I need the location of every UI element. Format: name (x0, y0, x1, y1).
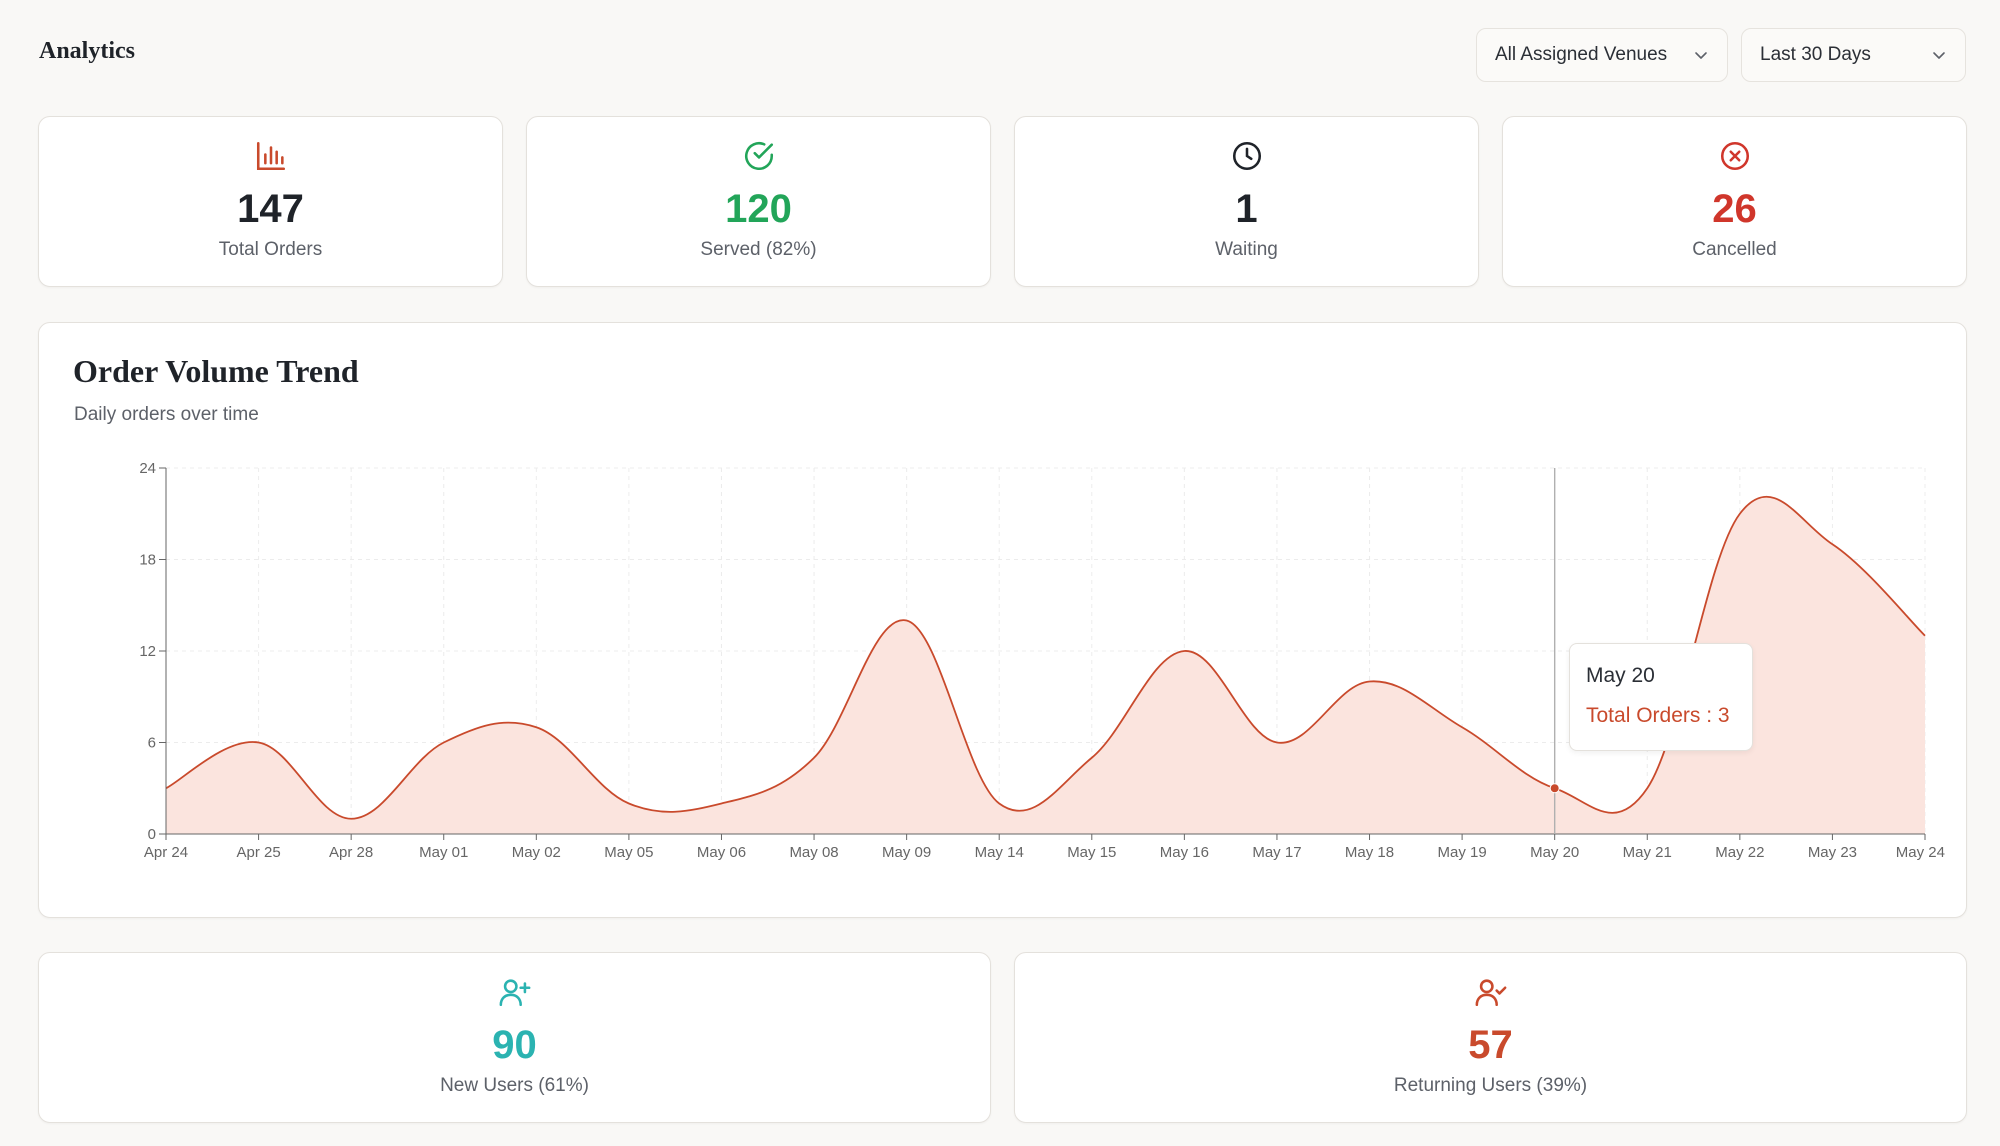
x-tick-label: May 08 (789, 844, 838, 861)
x-tick-label: May 20 (1530, 844, 1579, 861)
stat-value: 57 (1015, 1023, 1966, 1067)
y-tick-label: 0 (148, 826, 156, 843)
x-tick-label: May 21 (1623, 844, 1672, 861)
tooltip-value: Total Orders : 3 (1586, 704, 1730, 728)
y-tick-label: 12 (139, 643, 156, 660)
x-tick-label: May 15 (1067, 844, 1116, 861)
user-check-icon (1474, 975, 1508, 1009)
x-tick-label: Apr 28 (329, 844, 373, 861)
page-header: Analytics All Assigned Venues Last 30 Da… (39, 28, 1966, 82)
stat-label: Total Orders (39, 239, 502, 261)
stat-value: 147 (39, 187, 502, 231)
new-users-card: 90 New Users (61%) (38, 952, 991, 1123)
x-tick-label: May 19 (1438, 844, 1487, 861)
x-tick-label: May 06 (697, 844, 746, 861)
x-tick-label: Apr 24 (144, 844, 188, 861)
x-tick-label: May 16 (1160, 844, 1209, 861)
stat-label: Cancelled (1503, 239, 1966, 261)
x-circle-icon (1718, 139, 1752, 173)
page-title: Analytics (39, 38, 135, 65)
date-range-label: Last 30 Days (1760, 44, 1871, 66)
venue-filter-dropdown[interactable]: All Assigned Venues (1476, 28, 1728, 82)
clock-icon (1230, 139, 1264, 173)
x-tick-label: May 14 (975, 844, 1024, 861)
stat-label: New Users (61%) (39, 1075, 990, 1097)
waiting-card: 1 Waiting (1014, 116, 1479, 287)
chevron-down-icon (1931, 47, 1947, 63)
chart-tooltip: May 20 Total Orders : 3 (1569, 643, 1753, 751)
x-tick-label: May 05 (604, 844, 653, 861)
stat-label: Waiting (1015, 239, 1478, 261)
returning-users-card: 57 Returning Users (39%) (1014, 952, 1967, 1123)
x-tick-label: May 22 (1715, 844, 1764, 861)
y-tick-label: 6 (148, 735, 156, 752)
y-tick-label: 18 (139, 552, 156, 569)
hover-point (1550, 784, 1559, 793)
bar-chart-icon (254, 139, 288, 173)
x-tick-label: May 01 (419, 844, 468, 861)
x-tick-label: May 17 (1252, 844, 1301, 861)
stat-value: 90 (39, 1023, 990, 1067)
date-range-dropdown[interactable]: Last 30 Days (1741, 28, 1966, 82)
chevron-down-icon (1693, 47, 1709, 63)
x-tick-label: May 18 (1345, 844, 1394, 861)
user-plus-icon (498, 975, 532, 1009)
order-volume-chart-card: Order Volume Trend Daily orders over tim… (38, 322, 1967, 918)
stat-label: Returning Users (39%) (1015, 1075, 1966, 1097)
stat-value: 120 (527, 187, 990, 231)
cancelled-card: 26 Cancelled (1502, 116, 1967, 287)
x-tick-label: May 02 (512, 844, 561, 861)
stat-value: 26 (1503, 187, 1966, 231)
x-tick-label: May 23 (1808, 844, 1857, 861)
tooltip-date: May 20 (1586, 664, 1655, 688)
check-circle-icon (742, 139, 776, 173)
venue-filter-label: All Assigned Venues (1495, 44, 1667, 66)
y-tick-label: 24 (139, 460, 156, 477)
x-tick-label: May 24 (1896, 844, 1945, 861)
stat-value: 1 (1015, 187, 1478, 231)
stat-label: Served (82%) (527, 239, 990, 261)
total-orders-card: 147 Total Orders (38, 116, 503, 287)
x-tick-label: Apr 25 (236, 844, 280, 861)
order-volume-area-chart[interactable]: 0 6 12 18 24 Apr 24 Apr 25 Apr 28 May 01 May 02 Ma… (39, 323, 1968, 919)
served-card: 120 Served (82%) (526, 116, 991, 287)
x-tick-label: May 09 (882, 844, 931, 861)
